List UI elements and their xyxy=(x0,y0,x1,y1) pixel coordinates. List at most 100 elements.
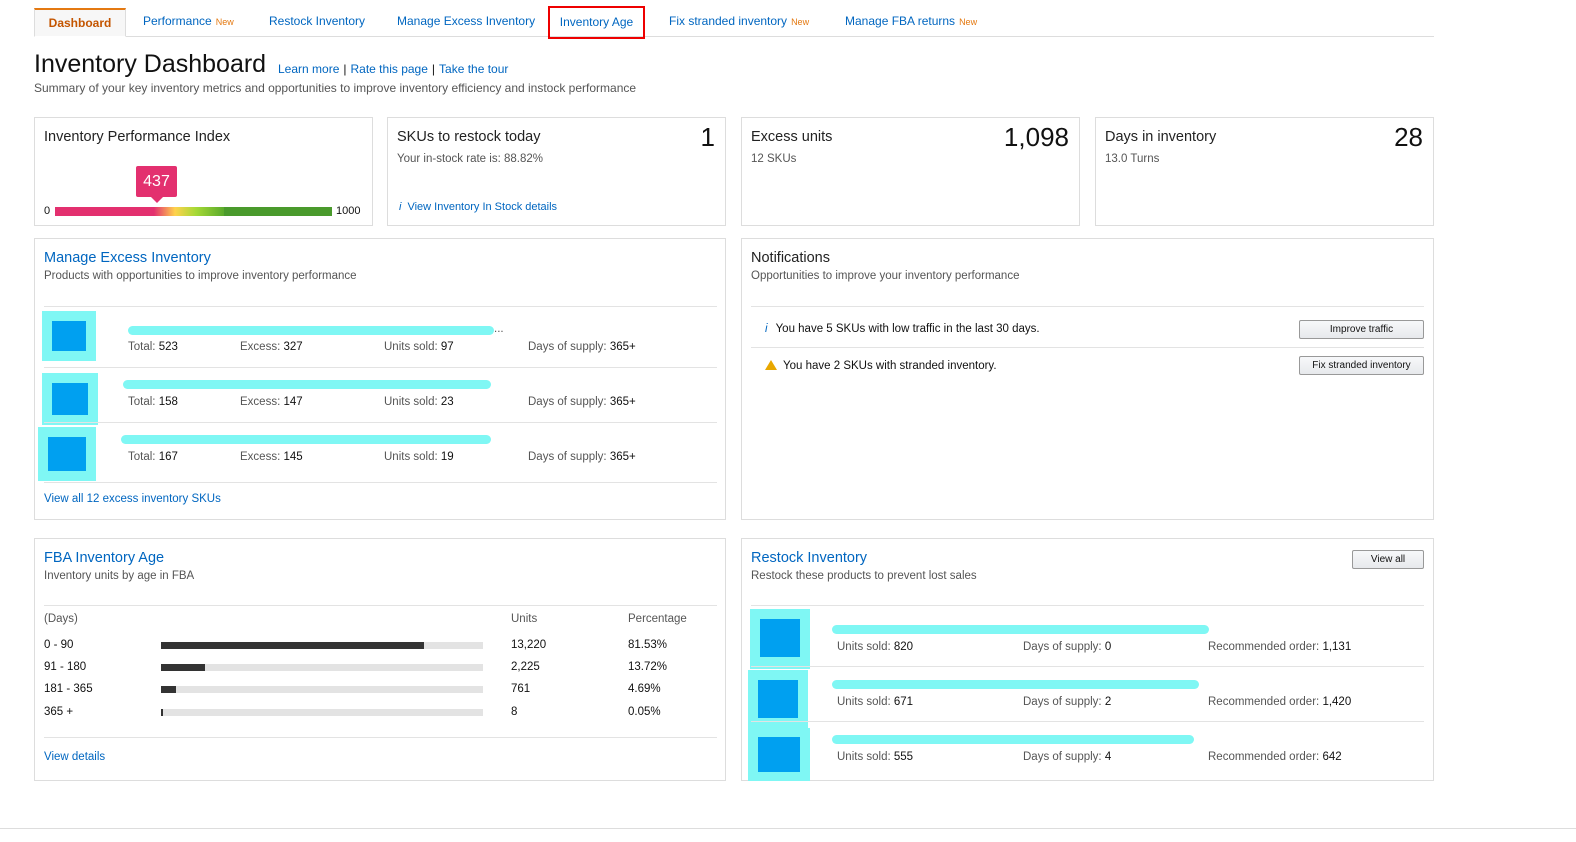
excess-metric: Excess: 327 xyxy=(240,341,303,353)
notification-stranded: You have 2 SKUs with stranded inventory. xyxy=(765,359,997,372)
notifications-subtitle: Opportunities to improve your inventory … xyxy=(751,270,1020,282)
tab-label: Fix stranded inventory xyxy=(669,14,788,28)
product-title-redacted[interactable] xyxy=(121,435,491,444)
manage-excess-title-link[interactable]: Manage Excess Inventory xyxy=(44,250,211,266)
divider xyxy=(751,605,1424,606)
tab-label: Restock Inventory xyxy=(269,14,366,28)
rate-page-link[interactable]: Rate this page xyxy=(350,62,428,76)
product-image[interactable] xyxy=(42,311,96,361)
header-links: Learn more | Rate this page | Take the tour xyxy=(278,62,508,76)
fba-inventory-age-card: FBA Inventory Age Inventory units by age… xyxy=(34,538,726,781)
tab-inventory-age[interactable]: Inventory Age xyxy=(548,6,645,39)
total-value: 523 xyxy=(158,341,178,353)
tab-performance[interactable]: Performance New xyxy=(143,8,234,37)
recommended-order-value: 1,131 xyxy=(1322,641,1352,653)
tab-dashboard[interactable]: Dashboard xyxy=(34,8,126,37)
product-image[interactable] xyxy=(38,427,96,481)
ipi-bar-transition-segment xyxy=(154,207,224,216)
days-supply-metric: Days of supply: 365+ xyxy=(528,451,636,463)
footer-divider xyxy=(0,828,1576,829)
divider xyxy=(44,367,717,368)
take-tour-link[interactable]: Take the tour xyxy=(439,62,509,76)
product-image-placeholder xyxy=(758,737,800,772)
units-sold-label: Units sold: xyxy=(837,641,891,653)
product-image-placeholder xyxy=(52,383,88,415)
ipi-score-badge: 437 xyxy=(136,166,177,203)
recommended-order-label: Recommended order: xyxy=(1208,696,1320,708)
view-details-link[interactable]: View details xyxy=(44,751,106,763)
view-all-restock-button[interactable]: View all xyxy=(1352,550,1424,569)
age-range: 0 - 90 xyxy=(44,639,74,651)
excess-label: Excess: xyxy=(240,341,281,353)
days-supply-value: 365+ xyxy=(609,396,636,408)
restock-today-card: SKUs to restock today 1 Your in-stock ra… xyxy=(387,117,726,226)
tab-manage-fba-returns[interactable]: Manage FBA returns New xyxy=(845,8,977,37)
fba-inventory-age-subtitle: Inventory units by age in FBA xyxy=(44,570,195,582)
ipi-max-label: 1000 xyxy=(336,205,361,217)
days-supply-metric: Days of supply: 365+ xyxy=(528,396,636,408)
tab-label: Manage FBA returns xyxy=(845,14,956,28)
excess-units-title: Excess units xyxy=(751,129,833,145)
product-title-redacted[interactable] xyxy=(123,380,491,389)
tab-bar: Dashboard Performance New Restock Invento… xyxy=(34,6,1434,39)
notification-low-traffic: i You have 5 SKUs with low traffic in the… xyxy=(765,323,1040,335)
restock-today-value: 1 xyxy=(700,122,715,152)
units-sold-value: 97 xyxy=(440,341,454,353)
days-supply-metric: Days of supply: 0 xyxy=(1023,641,1111,653)
info-icon: i xyxy=(765,323,768,335)
days-supply-metric: Days of supply: 365+ xyxy=(528,341,636,353)
tab-fix-stranded-inventory[interactable]: Fix stranded inventory New xyxy=(669,8,809,37)
days-supply-value: 2 xyxy=(1104,696,1112,708)
age-range: 181 - 365 xyxy=(44,683,93,695)
units-sold-label: Units sold: xyxy=(837,696,891,708)
product-image[interactable] xyxy=(748,728,810,781)
units-sold-value: 671 xyxy=(893,696,914,708)
product-image[interactable] xyxy=(748,670,808,728)
divider xyxy=(751,306,1424,307)
days-supply-label: Days of supply: xyxy=(528,396,607,408)
view-all-excess-skus-link[interactable]: View all 12 excess inventory SKUs xyxy=(44,493,221,505)
divider xyxy=(44,306,717,307)
recommended-order-value: 642 xyxy=(1322,751,1342,763)
age-bar xyxy=(161,642,483,649)
product-title-redacted[interactable] xyxy=(832,680,1199,689)
ipi-title: Inventory Performance Index xyxy=(44,129,231,145)
product-image[interactable] xyxy=(42,373,98,425)
product-title-redacted[interactable] xyxy=(832,625,1209,634)
age-bar-fill xyxy=(161,686,177,693)
improve-traffic-button[interactable]: Improve traffic xyxy=(1299,320,1424,339)
divider xyxy=(751,721,1424,722)
fix-stranded-inventory-button[interactable]: Fix stranded inventory xyxy=(1299,356,1424,375)
learn-more-link[interactable]: Learn more xyxy=(278,62,340,76)
total-metric: Total: 523 xyxy=(128,341,178,353)
view-instock-details-link[interactable]: i View Inventory In Stock details xyxy=(399,201,557,213)
ipi-bar-low-segment xyxy=(55,207,154,216)
link-label: View Inventory In Stock details xyxy=(407,201,558,213)
recommended-order-value: 1,420 xyxy=(1322,696,1352,708)
restock-today-title: SKUs to restock today xyxy=(397,129,541,145)
units-sold-metric: Units sold: 97 xyxy=(384,341,454,353)
days-column-header: (Days) xyxy=(44,613,78,625)
manage-excess-card: Manage Excess Inventory Products with op… xyxy=(34,238,726,520)
product-title-redacted[interactable] xyxy=(832,735,1194,744)
tab-manage-excess-inventory[interactable]: Manage Excess Inventory xyxy=(397,8,535,37)
age-percentage: 4.69% xyxy=(628,683,661,695)
fba-inventory-age-title-link[interactable]: FBA Inventory Age xyxy=(44,550,165,566)
recommended-order-metric: Recommended order: 1,131 xyxy=(1208,641,1351,653)
product-image[interactable] xyxy=(750,609,810,669)
tab-label: Manage Excess Inventory xyxy=(397,14,536,28)
age-units: 8 xyxy=(511,706,518,718)
age-units: 2,225 xyxy=(511,661,540,673)
age-bar xyxy=(161,664,483,671)
days-in-inventory-value: 28 xyxy=(1394,122,1423,152)
product-title-redacted[interactable] xyxy=(128,326,494,335)
days-supply-value: 365+ xyxy=(609,451,636,463)
age-percentage: 81.53% xyxy=(628,639,668,651)
link-separator: | xyxy=(431,62,436,76)
product-image-placeholder xyxy=(52,321,86,351)
recommended-order-metric: Recommended order: 642 xyxy=(1208,751,1342,763)
restock-inventory-title-link[interactable]: Restock Inventory xyxy=(751,550,868,566)
notifications-card: Notifications Opportunities to improve y… xyxy=(741,238,1434,520)
units-column-header: Units xyxy=(511,613,538,625)
tab-restock-inventory[interactable]: Restock Inventory xyxy=(269,8,365,37)
